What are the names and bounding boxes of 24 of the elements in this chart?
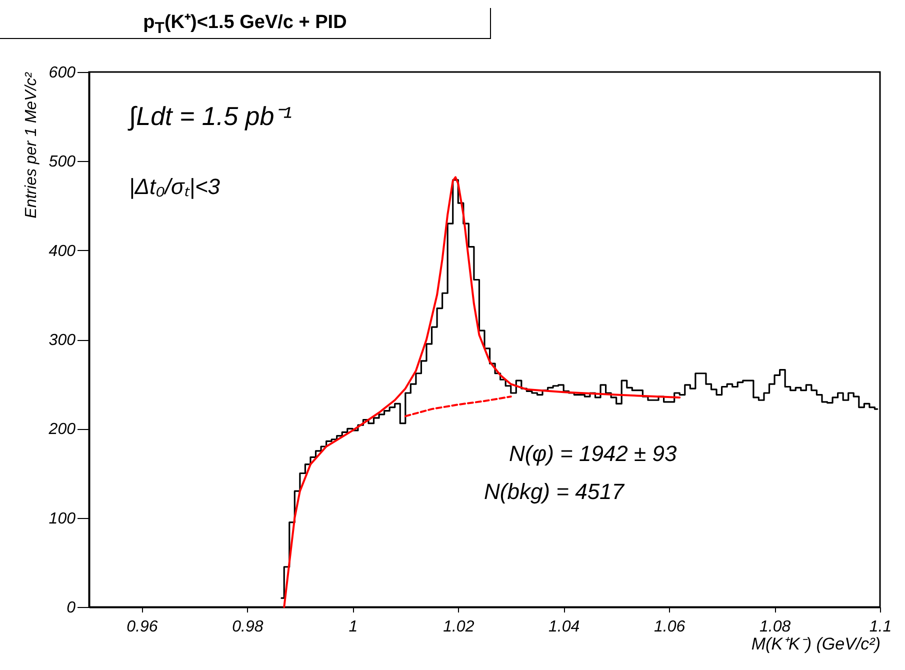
annotation: N(φ) = 1942 ± 93 xyxy=(509,441,678,466)
y-tick-label: 500 xyxy=(48,154,76,171)
annotation: N(bkg) = 4517 xyxy=(484,479,625,504)
x-tick-label: 1.1 xyxy=(869,618,892,636)
y-tick-label: 600 xyxy=(48,64,76,82)
y-tick-label: 100 xyxy=(48,510,76,528)
y-tick-label: 0 xyxy=(66,600,76,616)
x-axis-title: M(K⁺K⁻) (GeV/c²) xyxy=(751,634,880,654)
x-tick-label: 1.02 xyxy=(443,618,474,636)
y-axis-title: Entries per 1 MeV/c² xyxy=(22,72,40,218)
x-tick-label: 1.06 xyxy=(654,618,686,636)
line-series xyxy=(283,176,681,608)
y-tick-label: 400 xyxy=(48,242,76,260)
annotation: |Δt₀/σₜ|<3 xyxy=(129,174,221,199)
x-tick-label: 1.04 xyxy=(548,618,580,636)
x-tick-label: 1.08 xyxy=(759,618,791,636)
x-tick-label: 1 xyxy=(348,618,358,636)
chart-title: p$_{T}$(K⁺)<1.5 GeV/c + PID xyxy=(0,8,491,39)
annotation: ∫Ldt = 1.5 pb⁻¹ xyxy=(127,101,292,131)
line-series xyxy=(404,396,512,418)
y-tick-label: 300 xyxy=(48,332,76,349)
x-tick-label: 0.98 xyxy=(232,618,264,636)
x-tick-label: 0.96 xyxy=(126,618,158,636)
y-tick-label: 200 xyxy=(48,421,76,438)
